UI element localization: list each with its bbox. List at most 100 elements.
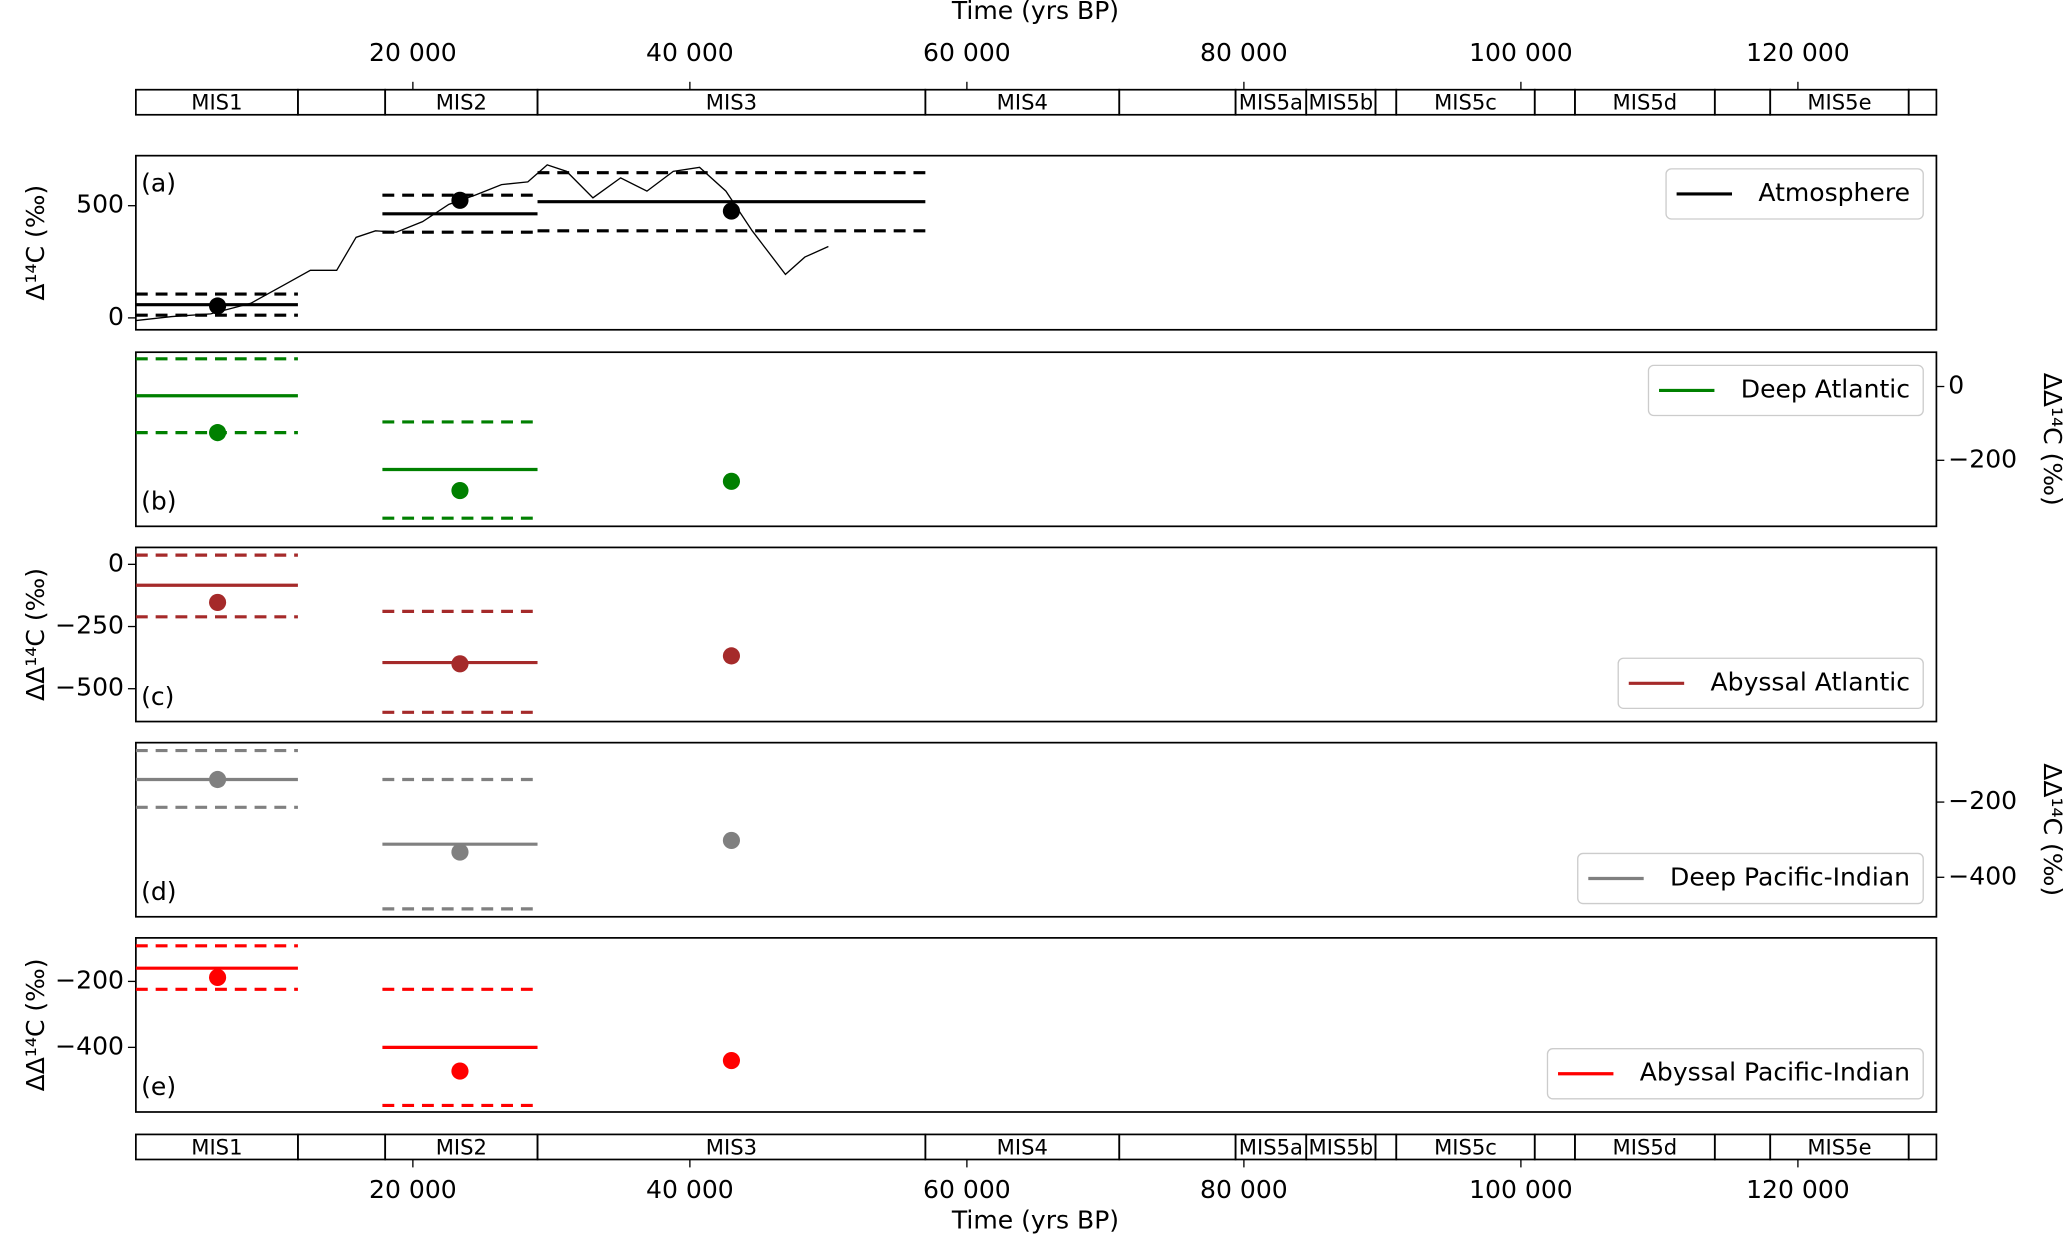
stage-label: MIS5b xyxy=(1309,1134,1374,1159)
stage-box xyxy=(1713,1133,1772,1161)
stage-box xyxy=(1118,1133,1237,1161)
data-point xyxy=(209,424,227,442)
data-point xyxy=(722,647,741,665)
panel-label: (a) xyxy=(141,169,176,198)
x-tick-label: 120 000 xyxy=(1746,38,1850,67)
data-point xyxy=(722,1051,741,1070)
panel-frame xyxy=(135,546,1938,723)
y-axis-title: ΔΔ¹⁴C (‰) xyxy=(2038,373,2067,506)
y-axis-title: ΔΔ¹⁴C (‰) xyxy=(21,958,50,1091)
x-tick-label: 20 000 xyxy=(369,1175,457,1204)
legend-label: Abyssal Atlantic xyxy=(1711,667,1910,696)
panel-label: (d) xyxy=(141,877,176,906)
stage-label: MIS5a xyxy=(1239,1134,1303,1159)
stage-box xyxy=(1374,88,1398,116)
panel-label: (e) xyxy=(141,1072,176,1101)
legend-label: Abyssal Pacific-Indian xyxy=(1640,1058,1910,1087)
stage-label: MIS1 xyxy=(191,90,242,115)
data-point xyxy=(722,472,741,490)
data-point xyxy=(722,202,741,220)
legend-label: Deep Atlantic xyxy=(1741,374,1910,403)
y-tick-label: −200 xyxy=(1948,444,2017,473)
x-tick-label: 20 000 xyxy=(369,38,457,67)
data-point xyxy=(209,968,227,987)
y-tick-label: 0 xyxy=(108,548,124,577)
data-point xyxy=(722,831,741,850)
y-tick-label: −250 xyxy=(55,611,124,640)
stage-label: MIS5c xyxy=(1434,1134,1497,1159)
panel-frame xyxy=(135,937,1938,1113)
y-axis-title: ΔΔ¹⁴C (‰) xyxy=(2038,763,2067,896)
y-tick-label: 0 xyxy=(108,302,124,331)
stage-label: MIS5a xyxy=(1239,90,1303,115)
data-point xyxy=(209,593,227,611)
panel-label: (b) xyxy=(141,487,176,516)
data-point xyxy=(451,1062,469,1080)
data-point xyxy=(451,481,469,500)
legend-box xyxy=(1665,168,1924,220)
stage-label: MIS2 xyxy=(436,90,487,115)
y-tick-label: −500 xyxy=(55,673,124,702)
stage-label: MIS5d xyxy=(1613,1134,1678,1159)
stage-box xyxy=(1118,88,1237,116)
stage-label: MIS5e xyxy=(1807,90,1871,115)
y-axis-title: Δ¹⁴C (‰) xyxy=(21,185,50,301)
legend-box xyxy=(1577,852,1924,905)
x-axis-title: Time (yrs BP) xyxy=(951,1205,1119,1234)
x-tick-label: 40 000 xyxy=(646,38,734,67)
stage-box xyxy=(1533,88,1576,116)
stage-label: MIS5c xyxy=(1434,90,1497,115)
legend-box xyxy=(1546,1048,1924,1100)
panel-frame xyxy=(135,154,1938,331)
atmosphere-curve xyxy=(135,164,829,322)
legend: Deep Atlantic xyxy=(1647,364,1924,417)
x-tick-label: 80 000 xyxy=(1200,1175,1288,1204)
panel-frame xyxy=(135,351,1938,528)
stage-label: MIS5e xyxy=(1807,1134,1871,1159)
x-tick-label: 100 000 xyxy=(1469,38,1573,67)
y-tick-label: 500 xyxy=(76,190,124,219)
x-axis-title: Time (yrs BP) xyxy=(951,0,1119,25)
legend-box xyxy=(1647,364,1924,417)
data-point xyxy=(451,191,469,209)
legend: Atmosphere xyxy=(1665,168,1924,220)
x-tick-label: 120 000 xyxy=(1746,1175,1850,1204)
data-point xyxy=(451,655,469,673)
legend: Deep Pacific-Indian xyxy=(1577,852,1924,905)
stage-label: MIS1 xyxy=(191,1134,242,1159)
stage-box xyxy=(297,1133,387,1161)
stage-box xyxy=(1907,1133,1938,1161)
data-point xyxy=(209,770,227,789)
x-tick-label: 60 000 xyxy=(923,1175,1011,1204)
stage-label: MIS4 xyxy=(997,90,1048,115)
stage-label: MIS5d xyxy=(1613,90,1678,115)
stage-label: MIS5b xyxy=(1309,90,1374,115)
panel-frame xyxy=(135,741,1938,918)
panel-label: (c) xyxy=(141,682,174,711)
stage-box xyxy=(1713,88,1772,116)
stage-box xyxy=(297,88,387,116)
legend-box xyxy=(1617,657,1924,710)
x-tick-label: 100 000 xyxy=(1469,1175,1573,1204)
x-tick-label: 80 000 xyxy=(1200,38,1288,67)
legend: Abyssal Pacific-Indian xyxy=(1546,1048,1924,1100)
data-point xyxy=(209,297,227,315)
legend-label: Atmosphere xyxy=(1758,178,1910,207)
stage-label: MIS4 xyxy=(997,1134,1048,1159)
stage-box xyxy=(1533,1133,1576,1161)
stage-box xyxy=(1374,1133,1398,1161)
y-axis-title: ΔΔ¹⁴C (‰) xyxy=(21,568,50,701)
data-point xyxy=(451,843,469,861)
y-tick-label: −400 xyxy=(55,1031,124,1060)
stage-label: MIS2 xyxy=(436,1134,487,1159)
y-tick-label: −400 xyxy=(1948,861,2017,890)
y-tick-label: −200 xyxy=(55,965,124,994)
x-tick-label: 40 000 xyxy=(646,1175,734,1204)
y-tick-label: 0 xyxy=(1948,371,1964,400)
stage-label: MIS3 xyxy=(706,90,757,115)
legend: Abyssal Atlantic xyxy=(1617,657,1924,710)
y-tick-label: −200 xyxy=(1948,786,2017,815)
stage-box xyxy=(1907,88,1938,116)
legend-label: Deep Pacific-Indian xyxy=(1670,863,1910,892)
